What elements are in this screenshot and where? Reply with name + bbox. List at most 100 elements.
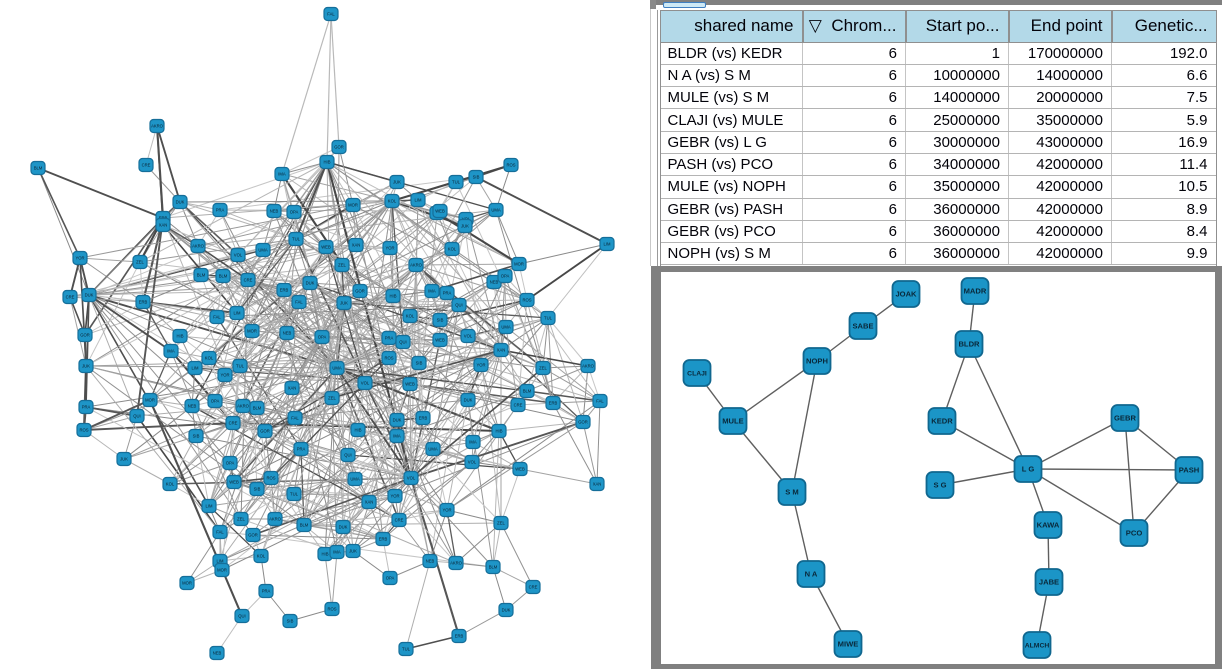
svg-text:KOL: KOL [448, 247, 457, 252]
svg-text:GOR: GOR [578, 420, 588, 425]
svg-text:VOL: VOL [234, 253, 243, 258]
svg-text:LIM: LIM [192, 366, 199, 371]
svg-text:FAL: FAL [213, 315, 221, 320]
svg-text:LIM: LIM [415, 198, 422, 203]
svg-text:YOR: YOR [75, 256, 84, 261]
svg-text:MOR: MOR [217, 568, 227, 573]
svg-text:IMA: IMA [167, 349, 175, 354]
svg-text:ZEL: ZEL [136, 260, 144, 265]
svg-text:DUK: DUK [393, 418, 402, 423]
svg-text:ZEL: ZEL [338, 263, 346, 268]
svg-text:IMA: IMA [278, 172, 286, 177]
svg-text:JUK: JUK [120, 457, 128, 462]
svg-text:GOR: GOR [355, 289, 365, 294]
svg-text:QUI: QUI [399, 340, 406, 345]
svg-text:HIB: HIB [324, 160, 331, 165]
svg-text:AKRO: AKRO [450, 561, 463, 566]
svg-text:LIM: LIM [604, 242, 611, 247]
svg-text:ZEL: ZEL [497, 521, 505, 526]
svg-text:LIM: LIM [217, 559, 224, 564]
svg-text:SIB: SIB [254, 487, 261, 492]
svg-text:NEB: NEB [270, 209, 279, 214]
svg-text:NEB: NEB [188, 404, 197, 409]
svg-text:ERB: ERB [419, 416, 428, 421]
svg-text:LIM: LIM [234, 311, 241, 316]
svg-text:WEB: WEB [405, 382, 415, 387]
svg-text:S M: S M [785, 488, 799, 497]
svg-text:OPA: OPA [290, 210, 299, 215]
svg-text:XAN: XAN [352, 243, 361, 248]
svg-text:BLM: BLM [219, 274, 228, 279]
svg-text:OPA: OPA [318, 335, 327, 340]
svg-text:ROS: ROS [506, 163, 515, 168]
svg-text:DUK: DUK [85, 293, 94, 298]
svg-text:DUK: DUK [339, 525, 348, 530]
svg-text:FAL: FAL [327, 12, 335, 17]
svg-text:SIB: SIB [416, 361, 423, 366]
svg-text:KAWA: KAWA [1037, 521, 1060, 530]
svg-text:MOR: MOR [247, 329, 257, 334]
svg-text:IMA: IMA [469, 440, 477, 445]
svg-text:XAN: XAN [288, 386, 297, 391]
svg-text:IMA: IMA [428, 289, 436, 294]
svg-text:BLM: BLM [253, 406, 262, 411]
svg-text:DUK: DUK [176, 200, 185, 205]
svg-text:CRE: CRE [395, 518, 404, 523]
svg-text:BLM: BLM [489, 565, 498, 570]
svg-text:NEB: NEB [283, 331, 292, 336]
svg-text:NEB: NEB [213, 651, 222, 656]
svg-text:AKRO: AKRO [192, 244, 205, 249]
svg-text:MOR: MOR [348, 203, 358, 208]
svg-text:ERB: ERB [280, 288, 289, 293]
svg-text:MADR: MADR [964, 287, 987, 296]
svg-text:ALMCH: ALMCH [1025, 643, 1050, 650]
svg-text:JUK: JUK [393, 180, 401, 185]
svg-text:HIB: HIB [355, 428, 362, 433]
svg-text:ROS: ROS [522, 298, 531, 303]
svg-text:JUK: JUK [340, 301, 348, 306]
svg-text:SABE: SABE [852, 322, 873, 331]
svg-text:CRE: CRE [514, 403, 523, 408]
svg-text:CRE: CRE [142, 163, 151, 168]
svg-text:PRA: PRA [216, 208, 225, 213]
svg-text:UMA: UMA [501, 325, 511, 330]
svg-text:YOR: YOR [442, 508, 451, 513]
svg-text:BLM: BLM [523, 389, 532, 394]
svg-text:L G: L G [1022, 465, 1035, 474]
svg-text:UMA: UMA [428, 447, 438, 452]
svg-text:XAN: XAN [593, 482, 602, 487]
svg-text:AKRO: AKRO [582, 364, 595, 369]
svg-text:MIWE: MIWE [838, 640, 859, 649]
svg-text:PRA: PRA [262, 589, 271, 594]
svg-text:PRA: PRA [82, 405, 91, 410]
svg-text:LIM: LIM [206, 504, 213, 509]
svg-text:JUK: JUK [461, 224, 469, 229]
svg-text:AKRO: AKRO [151, 124, 164, 129]
svg-text:KOL: KOL [205, 356, 214, 361]
svg-text:UMA: UMA [258, 248, 268, 253]
svg-text:PRA: PRA [443, 291, 452, 296]
svg-text:JABE: JABE [1039, 578, 1059, 587]
svg-text:TUL: TUL [292, 237, 301, 242]
svg-text:DUK: DUK [502, 608, 511, 613]
svg-text:KOL: KOL [388, 199, 397, 204]
svg-text:GEBR: GEBR [1114, 414, 1136, 423]
svg-text:XAN: XAN [159, 223, 168, 228]
svg-text:WEB: WEB [435, 338, 445, 343]
svg-text:BLM: BLM [300, 523, 309, 528]
svg-text:OPA: OPA [386, 576, 395, 581]
svg-text:BLM: BLM [34, 166, 43, 171]
svg-text:YOR: YOR [476, 363, 485, 368]
svg-text:WEB: WEB [515, 467, 525, 472]
svg-text:QUI: QUI [238, 614, 245, 619]
svg-text:YOR: YOR [385, 246, 394, 251]
svg-text:ZEL: ZEL [237, 517, 245, 522]
svg-text:DUK: DUK [464, 398, 473, 403]
svg-text:ZEL: ZEL [328, 396, 336, 401]
svg-text:QUI: QUI [133, 414, 140, 419]
svg-text:XAN: XAN [365, 500, 374, 505]
svg-text:VOL: VOL [468, 460, 477, 465]
svg-text:PASH: PASH [1179, 466, 1200, 475]
svg-text:MULE: MULE [722, 417, 744, 426]
svg-text:QUI: QUI [344, 453, 351, 458]
